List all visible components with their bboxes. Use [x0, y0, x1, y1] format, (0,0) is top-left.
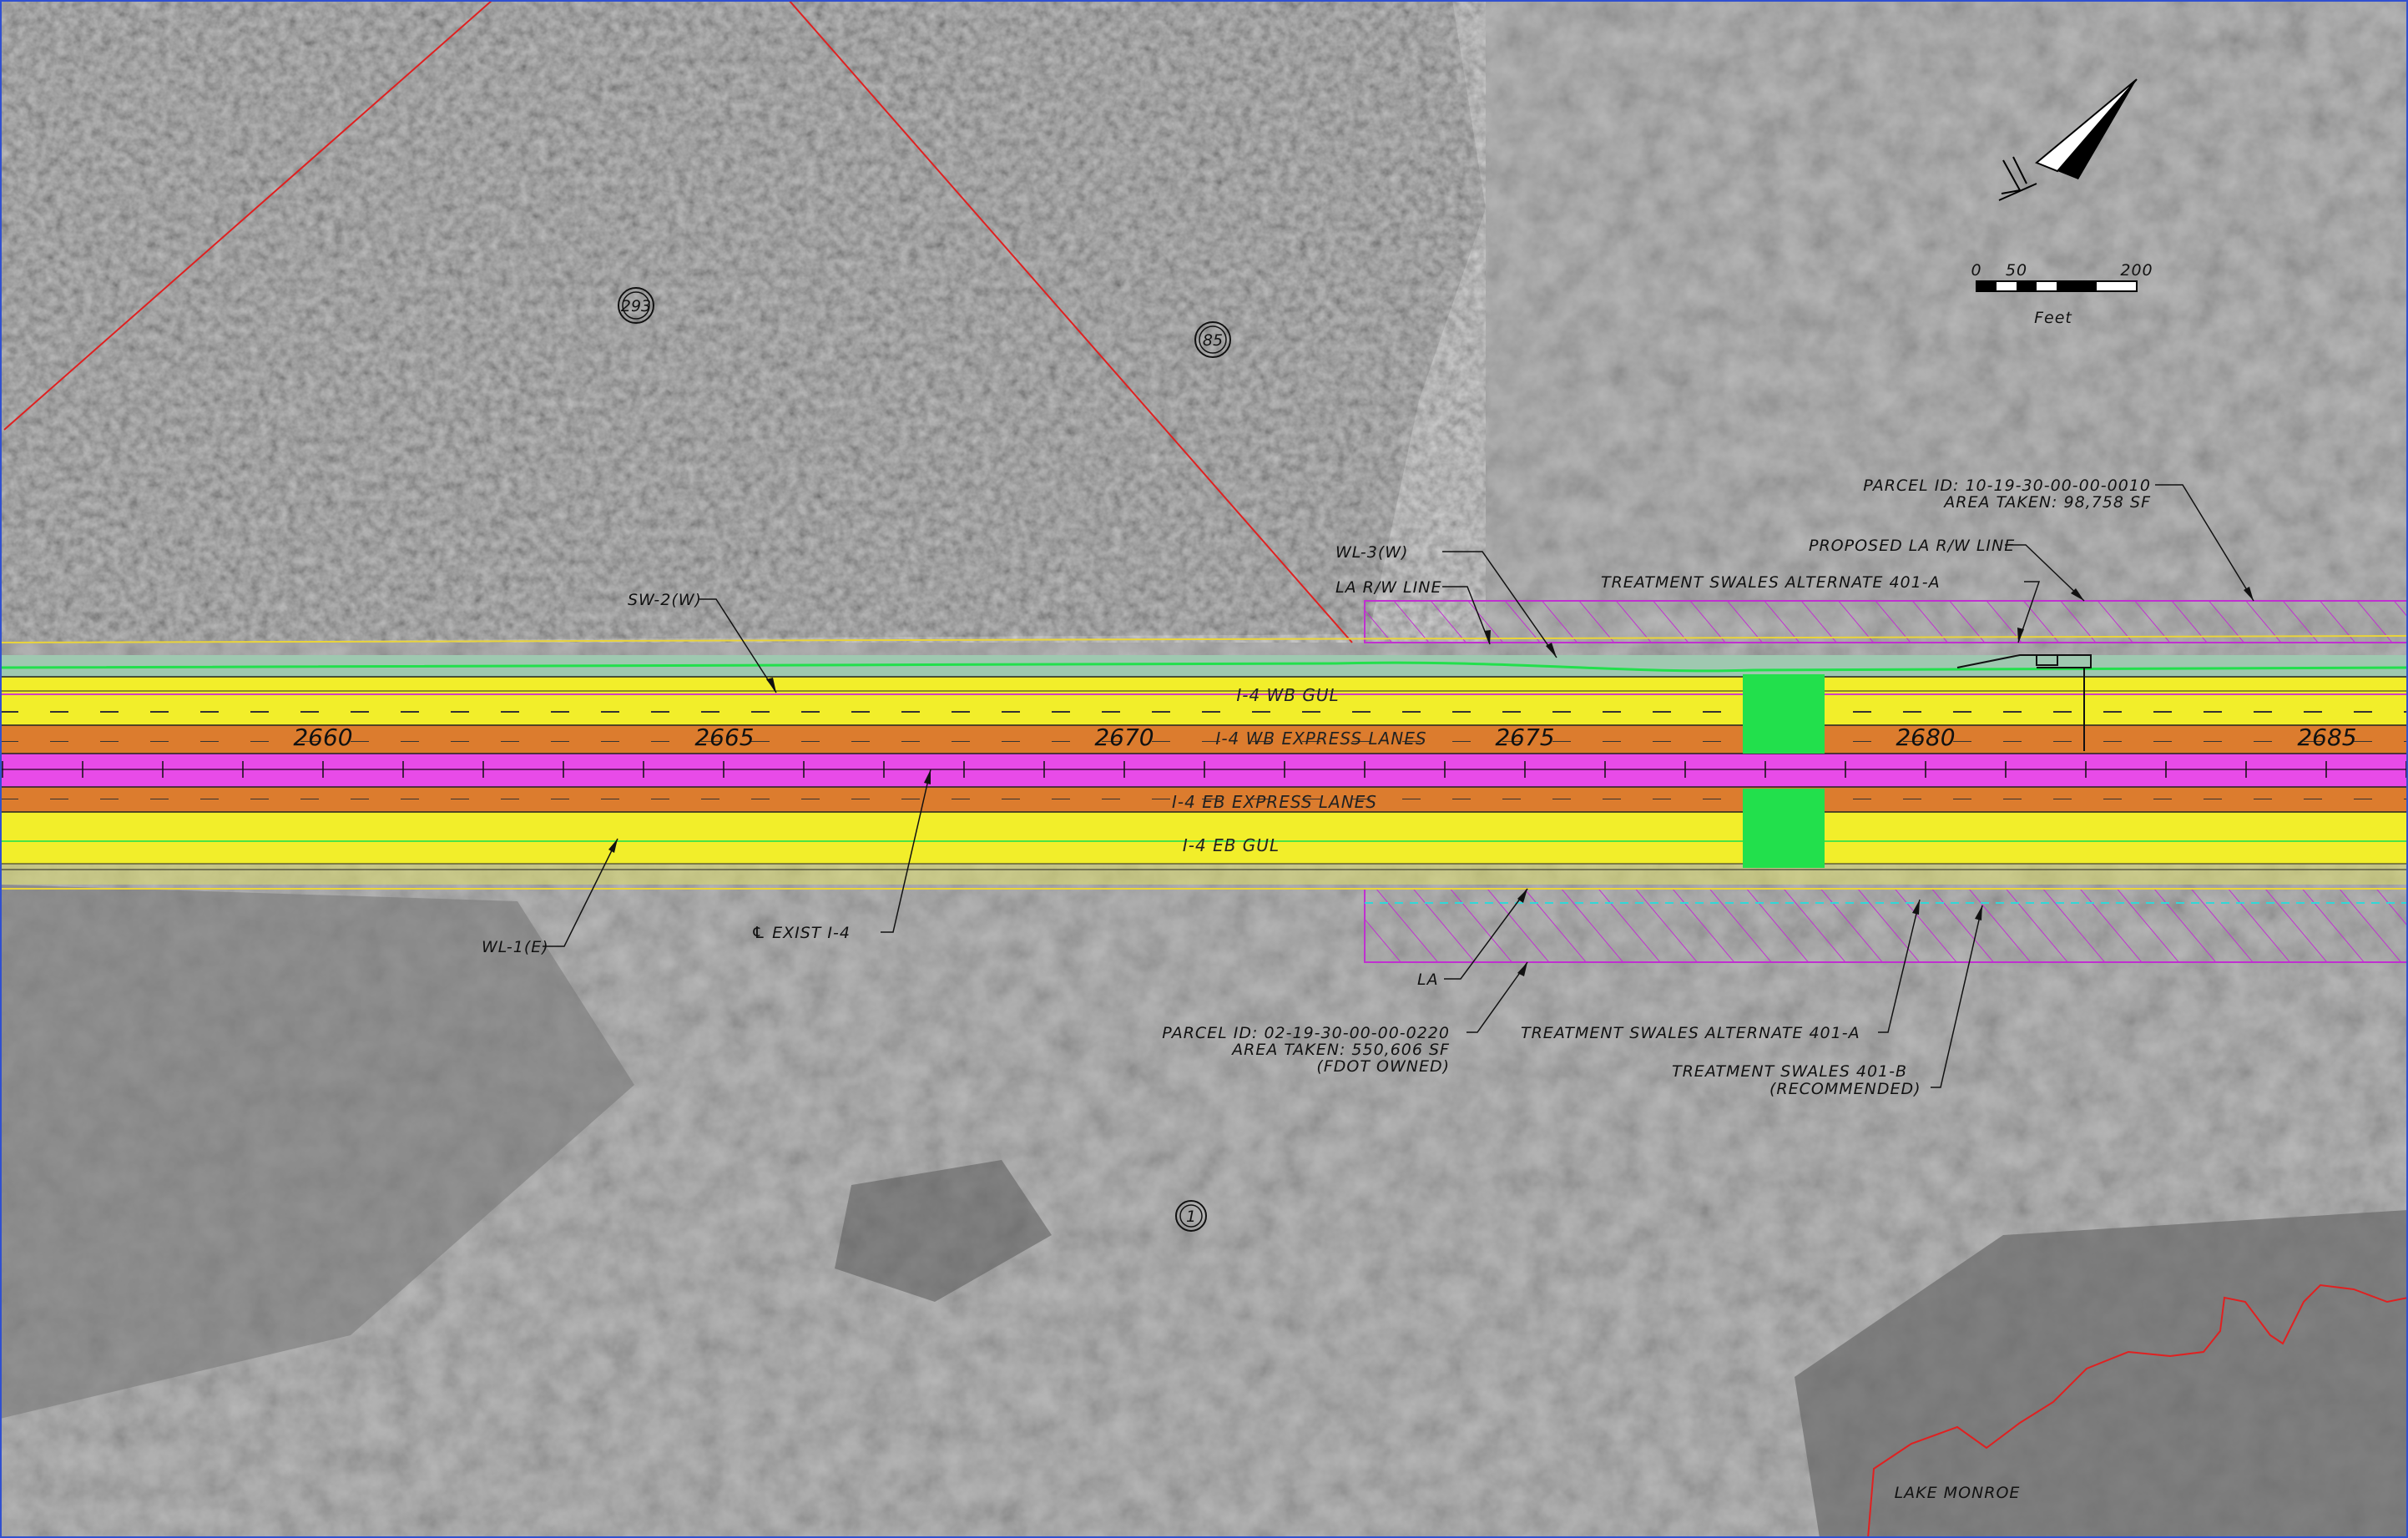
station-2680: 2680 — [1896, 724, 1955, 751]
scale-tick-200: 200 — [2120, 261, 2153, 280]
scale-tick-0: 0 — [1971, 261, 1981, 280]
station-2670: 2670 — [1094, 724, 1154, 751]
label-la: LA — [1417, 971, 1439, 989]
north-arrow-icon — [1998, 78, 2138, 201]
lake-shoreline — [1867, 1283, 2408, 1538]
label-parcel-south-id: PARCEL ID: 02-19-30-00-00-0220 — [1162, 1024, 1450, 1042]
label-exist-centerline: ℄ EXIST I-4 — [751, 924, 851, 942]
parcel-marker-1: 1 — [1175, 1200, 1207, 1232]
label-parcel-north-area: AREA TAKEN: 98,758 SF — [1942, 493, 2151, 512]
parcel-marker-85-label: 85 — [1203, 331, 1223, 350]
parcel-marker-85: 85 — [1194, 321, 1231, 358]
label-treatment-401a-south: TREATMENT SWALES ALTERNATE 401-A — [1521, 1024, 1860, 1042]
forest-texture-north — [0, 0, 1486, 643]
label-lake-monroe: LAKE MONROE — [1895, 1484, 2021, 1502]
label-treatment-401b-recommended: (RECOMMENDED) — [1769, 1080, 1921, 1098]
station-2675: 2675 — [1495, 724, 1554, 751]
treatment-pond-north — [1743, 674, 1825, 754]
roadway — [0, 655, 2408, 885]
la-row-line-north — [0, 635, 2408, 643]
parcel-boundary-line-west — [3, 0, 493, 431]
callout-arrowheads — [608, 587, 2254, 976]
wetland-dark-patch — [835, 1160, 1052, 1302]
lane-label-wb-express: I-4 WB EXPRESS LANES — [1215, 729, 1426, 749]
station-2665: 2665 — [694, 724, 754, 751]
label-wl3w: WL-3(W) — [1335, 543, 1408, 562]
parcel-marker-1-label: 1 — [1186, 1208, 1196, 1226]
drainage-structure — [1956, 654, 2092, 751]
lane-label-eb-express: I-4 EB EXPRESS LANES — [1172, 792, 1377, 812]
station-2660: 2660 — [293, 724, 352, 751]
eb-shoulder — [0, 864, 2408, 885]
callout-leaders — [543, 484, 2254, 1088]
parcel-marker-293: 293 — [618, 287, 654, 324]
scale-units: Feet — [2034, 309, 2072, 327]
label-treatment-401b: TREATMENT SWALES 401-B — [1672, 1062, 1907, 1081]
scale-bar: 0 50 200 Feet — [1971, 261, 2153, 327]
label-proposed-la-row: PROPOSED LA R/W LINE — [1809, 537, 2015, 555]
lane-label-wb-gul: I-4 WB GUL — [1236, 685, 1339, 705]
label-parcel-south-area: AREA TAKEN: 550,606 SF — [1230, 1041, 1450, 1059]
lane-eb-gul — [0, 812, 2408, 864]
lake-shore-vegetation — [1795, 1210, 2408, 1538]
label-wl1e: WL-1(E) — [482, 938, 549, 956]
forest-area-southwest — [0, 885, 634, 1419]
lane-label-eb-gul: I-4 EB GUL — [1183, 835, 1280, 855]
parcel-boundary-line-east — [788, 0, 1353, 643]
treatment-pond-south — [1743, 789, 1825, 868]
label-parcel-south-owner: (FDOT OWNED) — [1316, 1057, 1450, 1076]
label-treatment-401a-north: TREATMENT SWALES ALTERNATE 401-A — [1601, 573, 1941, 592]
parcel-marker-293-label: 293 — [621, 297, 651, 315]
station-2685: 2685 — [2297, 724, 2356, 751]
lane-wb-express — [0, 725, 2408, 754]
scale-tick-50: 50 — [2006, 261, 2027, 280]
treatment-swale-south-hatch — [1364, 888, 2408, 963]
label-sw2w: SW-2(W) — [628, 591, 702, 609]
label-parcel-north-id: PARCEL ID: 10-19-30-00-00-0010 — [1863, 477, 2151, 495]
label-la-row-line: LA R/W LINE — [1335, 578, 1441, 597]
